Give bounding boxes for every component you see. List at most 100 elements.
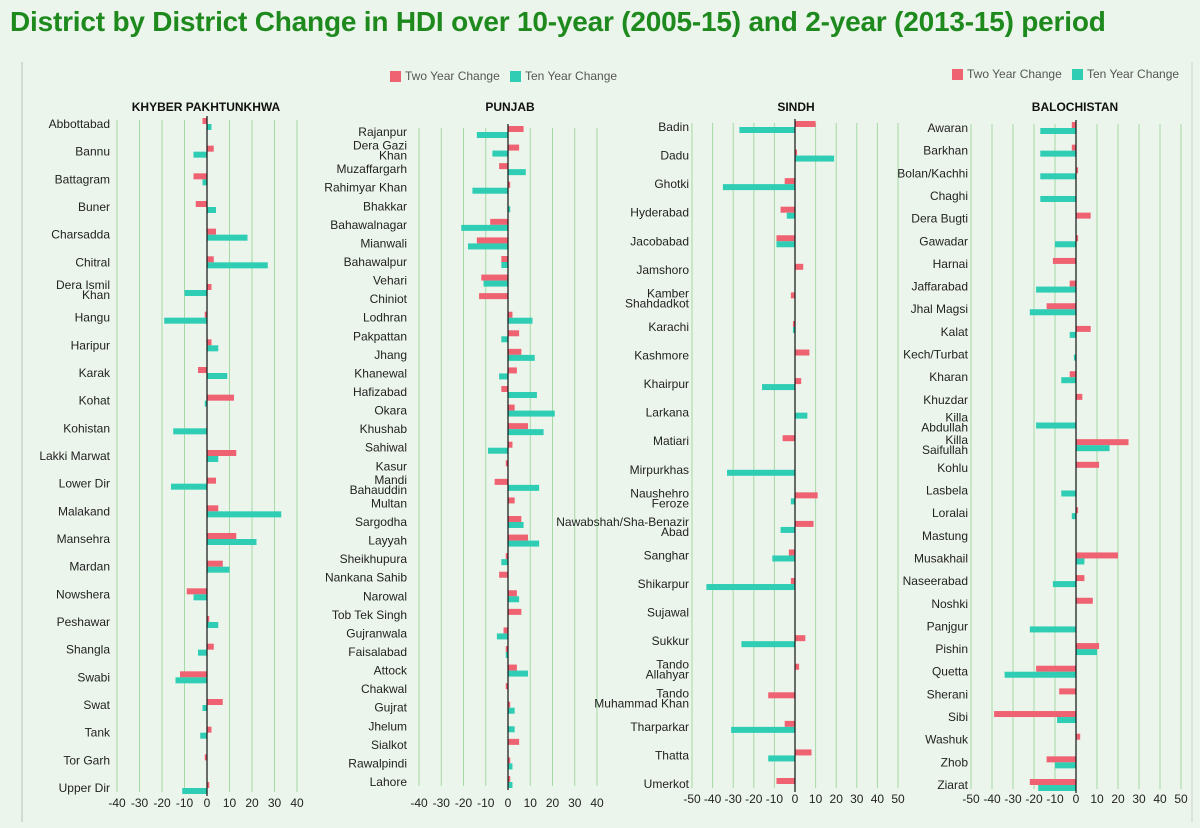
khyber-pakhtunkhwa-category-label: Karak xyxy=(79,366,111,380)
balochistan-two-year-bar-dera-bugti xyxy=(1076,212,1091,219)
khyber-pakhtunkhwa-category-label: Mansehra xyxy=(57,532,111,546)
khyber-pakhtunkhwa-category-label: Battagram xyxy=(55,172,110,186)
sindh-tick-label: 20 xyxy=(830,792,844,806)
balochistan-two-year-bar-awaran xyxy=(1071,122,1076,128)
sindh-two-year-bar-sanghar xyxy=(788,549,795,556)
punjab-tick-label: 20 xyxy=(546,796,560,810)
sindh-category-label: Jacobabad xyxy=(630,234,689,248)
punjab-tick-label: 0 xyxy=(505,796,512,810)
balochistan-tick-label: 50 xyxy=(1174,792,1188,806)
balochistan-category-label: Sibi xyxy=(948,710,968,724)
punjab-ten-year-bar-mandi-bahauddin xyxy=(508,484,540,491)
khyber-pakhtunkhwa-ten-year-bar-mansehra xyxy=(207,539,257,545)
sindh-tick-label: 10 xyxy=(809,792,823,806)
punjab-ten-year-bar-vehari xyxy=(483,280,508,287)
khyber-pakhtunkhwa-ten-year-bar-karak xyxy=(207,373,228,379)
punjab-category-label: Lodhran xyxy=(363,311,407,325)
sindh-two-year-bar-kamber-shahdadkot xyxy=(790,292,795,299)
khyber-pakhtunkhwa-two-year-bar-charsadda xyxy=(207,228,216,235)
sindh-ten-year-bar-hyderabad xyxy=(786,212,795,219)
khyber-pakhtunkhwa-category-label: Abbottabad xyxy=(49,117,110,131)
sindh-ten-year-bar-mirpurkhas xyxy=(727,469,795,476)
sindh-category-label: Mirpurkhas xyxy=(630,463,689,477)
khyber-pakhtunkhwa-category-label: Buner xyxy=(78,200,110,214)
punjab-category-label: Multan xyxy=(371,496,407,510)
balochistan-two-year-bar-sherani xyxy=(1059,688,1076,695)
punjab-ten-year-bar-attock xyxy=(508,670,529,677)
punjab-two-year-bar-attock xyxy=(508,664,517,671)
sindh-category-label: Badin xyxy=(658,120,689,134)
khyber-pakhtunkhwa-category-label: Tank xyxy=(85,726,111,740)
balochistan-two-year-bar-musakhail xyxy=(1076,552,1118,559)
balochistan-tick-label: -10 xyxy=(1046,792,1064,806)
punjab-ten-year-bar-rawalpindi xyxy=(508,763,513,770)
punjab-tick-label: 30 xyxy=(568,796,582,810)
punjab-two-year-bar-sheikhupura xyxy=(505,553,508,560)
khyber-pakhtunkhwa-category-label: Hangu xyxy=(75,311,110,325)
legend-left-ten-year-swatch xyxy=(510,71,521,82)
punjab-category-label: Mianwali xyxy=(360,236,407,250)
punjab-ten-year-bar-faisalabad xyxy=(505,652,508,658)
sindh-category-label: Kamber Shahdadkot xyxy=(625,286,690,310)
punjab-category-label: Rawalpindi xyxy=(348,756,407,770)
punjab-category-label: Sargodha xyxy=(355,515,407,529)
punjab-two-year-bar-rahimyar-khan xyxy=(508,181,511,188)
punjab-two-year-bar-gujranwala xyxy=(503,627,508,634)
khyber-pakhtunkhwa-tick-label: 30 xyxy=(268,796,282,810)
sindh-panel-title: SINDH xyxy=(777,100,814,114)
sindh-category-label: Dadu xyxy=(660,149,689,163)
punjab-ten-year-bar-jhelum xyxy=(508,726,515,733)
balochistan-two-year-bar-naseerabad xyxy=(1076,575,1085,582)
punjab-two-year-bar-okara xyxy=(508,404,515,411)
sindh-category-label: Matiari xyxy=(653,434,689,448)
balochistan-category-label: Mastung xyxy=(922,529,968,543)
balochistan-two-year-bar-noshki xyxy=(1076,597,1093,604)
sindh-category-label: Umerkot xyxy=(644,777,690,791)
balochistan-category-label: Chaghi xyxy=(930,189,968,203)
sindh-tick-label: -50 xyxy=(683,792,701,806)
sindh-ten-year-bar-sanghar xyxy=(772,555,795,562)
balochistan-category-label: Pishin xyxy=(935,642,968,656)
balochistan-category-label: Washuk xyxy=(925,733,969,747)
balochistan-category-label: Kohlu xyxy=(937,461,968,475)
sindh-tick-label: -30 xyxy=(725,792,743,806)
sindh-category-label: Sujawal xyxy=(647,606,689,620)
khyber-pakhtunkhwa-two-year-bar-karak xyxy=(198,367,207,373)
khyber-pakhtunkhwa-ten-year-bar-abbottabad xyxy=(207,124,212,130)
khyber-pakhtunkhwa-two-year-bar-shangla xyxy=(207,643,214,650)
balochistan-ten-year-bar-musakhail xyxy=(1076,558,1085,565)
punjab-category-label: Narowal xyxy=(363,589,407,603)
khyber-pakhtunkhwa-ten-year-bar-peshawar xyxy=(207,622,219,628)
sindh-category-label: Kashmore xyxy=(634,349,689,363)
punjab-ten-year-bar-sheikhupura xyxy=(501,559,508,566)
balochistan-tick-label: 40 xyxy=(1153,792,1167,806)
balochistan-two-year-bar-bolan-kachhi xyxy=(1076,167,1079,174)
sindh-two-year-bar-shikarpur xyxy=(790,578,795,585)
khyber-pakhtunkhwa-two-year-bar-tor-garh xyxy=(204,754,207,761)
legend-right-two-year-swatch xyxy=(952,69,963,80)
punjab-two-year-bar-lahore xyxy=(508,776,511,782)
punjab-ten-year-bar-bahawalpur xyxy=(501,262,508,268)
khyber-pakhtunkhwa-ten-year-bar-chitral xyxy=(207,262,268,269)
punjab-ten-year-bar-rahimyar-khan xyxy=(472,187,508,194)
khyber-pakhtunkhwa-two-year-bar-bannu xyxy=(207,145,214,152)
balochistan-category-label: Naseerabad xyxy=(903,574,968,588)
balochistan-category-label: Bolan/Kachhi xyxy=(897,166,968,180)
punjab-two-year-bar-vehari xyxy=(481,274,508,281)
legend-right-ten-year-swatch xyxy=(1072,69,1083,80)
sindh-category-label: Sanghar xyxy=(644,548,689,562)
khyber-pakhtunkhwa-tick-label: -40 xyxy=(108,796,126,810)
balochistan-category-label: Quetta xyxy=(932,665,968,679)
khyber-pakhtunkhwa-ten-year-bar-haripur xyxy=(207,345,219,352)
punjab-ten-year-bar-okara xyxy=(508,410,555,417)
sindh-tick-label: -40 xyxy=(704,792,722,806)
balochistan-category-label: Panjgur xyxy=(927,619,968,633)
khyber-pakhtunkhwa-category-label: Lakki Marwat xyxy=(39,449,110,463)
khyber-pakhtunkhwa-category-label: Lower Dir xyxy=(59,477,110,491)
balochistan-ten-year-bar-ziarat xyxy=(1038,785,1076,791)
punjab-two-year-bar-rawalpindi xyxy=(508,757,511,764)
punjab-category-label: Kasur xyxy=(376,459,407,473)
punjab-category-label: Rahimyar Khan xyxy=(324,181,407,195)
sindh-category-label: Nawabshah/Sha-Benazir Abad xyxy=(556,515,689,539)
punjab-two-year-bar-chakwal xyxy=(505,683,508,690)
